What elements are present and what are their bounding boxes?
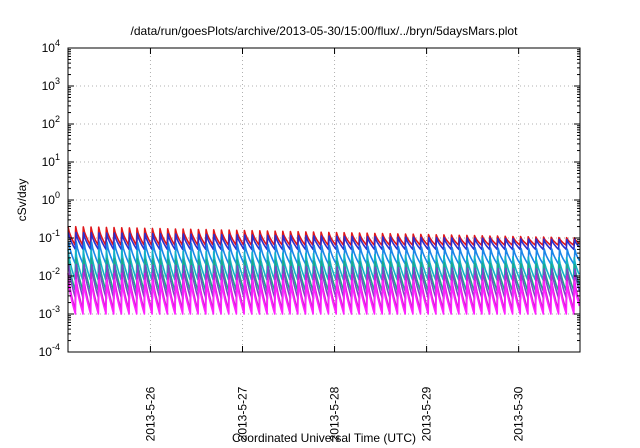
chart-title: /data/run/goesPlots/archive/2013-05-30/1… xyxy=(131,24,519,38)
series-line xyxy=(67,278,581,315)
y-tick-label: 103 xyxy=(42,76,60,93)
x-tick-label: 2013-5-28 xyxy=(328,386,342,441)
series-line xyxy=(67,241,581,266)
series-line xyxy=(67,248,580,281)
x-axis-label: Coordinated Universal Time (UTC) xyxy=(232,431,416,445)
y-tick-label: 102 xyxy=(42,114,60,131)
x-tick-label: 2013-5-26 xyxy=(143,386,157,441)
series-line xyxy=(67,263,581,300)
y-axis-label: cSv/day xyxy=(15,179,29,222)
y-tick-label: 10-1 xyxy=(39,228,60,245)
x-axis: 2013-5-26 2013-5-27 2013-5-28 2013-5-29 2013… xyxy=(143,48,526,441)
y-tick-label: 10-2 xyxy=(39,266,60,283)
y-tick-label: 10-4 xyxy=(39,342,60,359)
series-line xyxy=(67,231,580,251)
x-tick-label: 2013-5-29 xyxy=(420,386,434,441)
y-tick-label: 10-3 xyxy=(39,304,60,321)
x-tick-label: 2013-5-30 xyxy=(512,386,526,441)
series-line xyxy=(67,225,580,246)
y-axis: 10-4 10-3 10-2 10-1 100 101 102 103 104 xyxy=(39,38,580,359)
y-tick-label: 100 xyxy=(42,190,60,207)
plot-area xyxy=(67,225,581,315)
y-tick-label: 104 xyxy=(42,38,60,55)
y-tick-label: 101 xyxy=(42,152,60,169)
x-tick-label: 2013-5-27 xyxy=(236,386,250,441)
